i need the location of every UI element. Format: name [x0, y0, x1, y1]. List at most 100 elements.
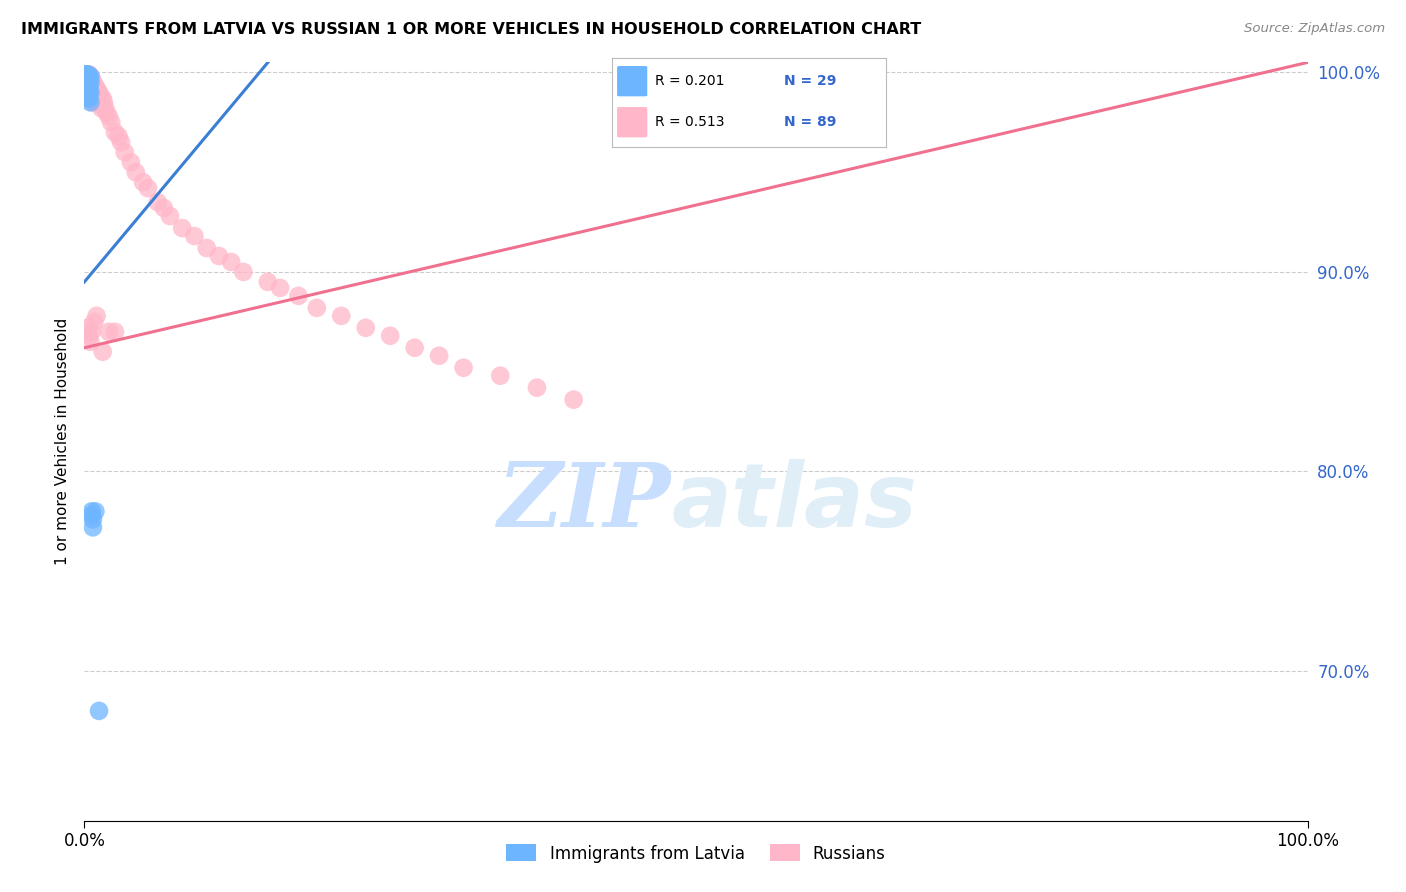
Point	[76, 79, 98, 94]
Point	[76, 67, 98, 81]
Point	[80, 93, 103, 107]
Point	[77, 91, 100, 105]
Point	[91, 91, 114, 105]
Point	[82, 95, 104, 110]
Point	[75, 75, 97, 89]
Point	[87, 95, 110, 110]
Point	[77, 328, 100, 343]
Point	[82, 75, 104, 89]
Point	[77, 320, 100, 334]
Text: R = 0.201: R = 0.201	[655, 74, 725, 88]
Point	[136, 181, 159, 195]
Point	[77, 91, 100, 105]
Point	[87, 93, 110, 107]
Point	[77, 79, 100, 94]
Point	[120, 155, 142, 169]
Point	[125, 165, 148, 179]
Point	[305, 301, 328, 315]
Point	[489, 368, 512, 383]
Point	[183, 229, 205, 244]
Point	[77, 83, 100, 97]
Point	[83, 78, 105, 92]
Text: N = 29: N = 29	[785, 74, 837, 88]
Point	[76, 83, 98, 97]
Point	[219, 255, 242, 269]
Point	[380, 328, 402, 343]
Point	[97, 109, 120, 123]
Point	[257, 275, 280, 289]
Point	[82, 79, 104, 94]
Point	[100, 115, 122, 129]
Point	[453, 360, 475, 375]
Point	[79, 89, 101, 103]
Point	[86, 89, 108, 103]
Point	[77, 79, 100, 94]
Point	[79, 334, 101, 349]
Point	[79, 75, 101, 89]
Point	[84, 504, 107, 518]
Point	[87, 704, 110, 718]
Point	[82, 512, 104, 526]
Point	[159, 209, 181, 223]
Point	[80, 71, 103, 86]
Point	[77, 86, 100, 100]
Point	[77, 67, 100, 81]
Point	[90, 101, 112, 115]
Point	[91, 344, 114, 359]
Point	[77, 78, 100, 92]
Point	[80, 504, 103, 518]
Point	[76, 89, 98, 103]
Point	[84, 79, 107, 94]
Point	[107, 129, 129, 144]
Point	[76, 79, 98, 94]
Point	[77, 71, 100, 86]
Point	[153, 201, 176, 215]
Point	[427, 349, 450, 363]
Point	[146, 195, 169, 210]
Point	[75, 67, 97, 81]
Point	[76, 75, 98, 89]
Point	[76, 67, 98, 81]
Point	[354, 320, 377, 334]
Point	[77, 70, 100, 84]
Point	[79, 86, 101, 100]
Point	[80, 86, 103, 100]
Point	[87, 86, 110, 100]
Point	[84, 86, 107, 100]
Point	[104, 125, 127, 139]
Point	[77, 71, 100, 86]
Text: N = 89: N = 89	[785, 115, 837, 129]
Point	[269, 281, 291, 295]
Point	[77, 86, 100, 100]
Point	[79, 70, 101, 84]
Point	[75, 67, 97, 81]
Point	[79, 95, 101, 110]
Point	[97, 325, 120, 339]
Point	[77, 75, 100, 89]
Point	[110, 135, 132, 149]
Point	[77, 79, 100, 94]
Point	[76, 75, 98, 89]
Point	[132, 175, 155, 189]
Point	[75, 71, 97, 86]
Point	[232, 265, 254, 279]
Text: atlas: atlas	[672, 458, 917, 546]
FancyBboxPatch shape	[617, 107, 647, 137]
Point	[195, 241, 218, 255]
Point	[75, 73, 97, 87]
Point	[93, 95, 115, 110]
Point	[80, 325, 103, 339]
Point	[83, 315, 105, 329]
Point	[114, 145, 136, 160]
Point	[76, 71, 98, 86]
Point	[404, 341, 426, 355]
Point	[77, 75, 100, 89]
Point	[94, 101, 117, 115]
FancyBboxPatch shape	[617, 66, 647, 96]
Point	[80, 79, 103, 94]
Point	[287, 289, 309, 303]
Text: IMMIGRANTS FROM LATVIA VS RUSSIAN 1 OR MORE VEHICLES IN HOUSEHOLD CORRELATION CH: IMMIGRANTS FROM LATVIA VS RUSSIAN 1 OR M…	[21, 22, 921, 37]
Point	[562, 392, 585, 407]
Point	[83, 91, 105, 105]
Y-axis label: 1 or more Vehicles in Household: 1 or more Vehicles in Household	[55, 318, 70, 566]
